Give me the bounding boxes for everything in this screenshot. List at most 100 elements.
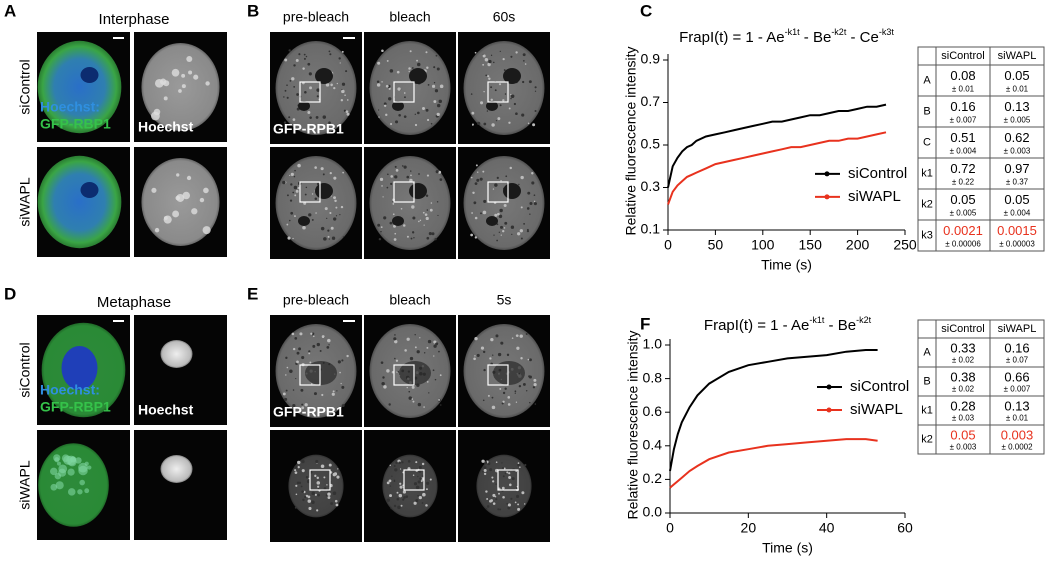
speckle <box>378 237 382 241</box>
speckle <box>507 396 511 399</box>
speckle <box>503 467 506 470</box>
speckle <box>320 167 324 171</box>
bleach-roi <box>393 181 415 203</box>
speckle <box>490 98 493 101</box>
speckle <box>481 459 485 463</box>
row-label: siWAPL <box>17 177 33 226</box>
speckle <box>334 199 337 203</box>
stain-label: Hoechst: <box>40 382 100 398</box>
speckle <box>491 476 494 479</box>
speckle <box>305 476 309 479</box>
speckle <box>330 226 334 230</box>
cell-error: ± 0.003 <box>950 443 977 452</box>
speckle <box>288 49 291 52</box>
cell-value: 0.05 <box>1004 192 1029 207</box>
micrograph <box>134 315 227 425</box>
speckle <box>499 50 501 53</box>
chromatin <box>305 361 337 385</box>
speckle <box>401 461 404 464</box>
bleach-roi <box>393 364 415 386</box>
title-superscript: -k3t <box>879 27 895 37</box>
speckle <box>303 57 306 60</box>
speckle <box>532 123 536 127</box>
speckle <box>286 366 289 369</box>
cell-value: 0.51 <box>950 130 975 145</box>
speckle <box>397 505 401 510</box>
speckle <box>282 392 286 396</box>
speckle <box>311 332 315 335</box>
legend-marker <box>826 384 832 390</box>
nucleolus <box>80 67 99 83</box>
speckle <box>433 66 436 69</box>
speckle <box>340 205 344 209</box>
speckle <box>531 172 534 175</box>
speckle <box>408 70 410 73</box>
chromatin <box>87 465 92 470</box>
spot <box>181 84 186 89</box>
speckle <box>503 69 506 71</box>
y-tick-label: 0.2 <box>643 470 663 486</box>
speckle <box>378 116 380 118</box>
speckle <box>341 385 345 389</box>
speckle <box>508 121 511 124</box>
speckle <box>293 85 296 88</box>
speckle <box>283 96 285 98</box>
panel-label: C <box>640 1 652 20</box>
speckle <box>403 115 407 118</box>
speckle <box>316 95 319 98</box>
speckle <box>294 506 297 509</box>
speckle <box>492 61 495 64</box>
speckle <box>526 207 530 210</box>
nucleolus <box>486 216 498 226</box>
speckle <box>427 84 430 86</box>
speckle <box>476 353 480 357</box>
y-tick-label: 0.3 <box>641 178 661 194</box>
speckle <box>414 123 418 127</box>
speckle <box>486 507 488 510</box>
speckle <box>474 216 478 220</box>
cell-error: ± 0.007 <box>1004 385 1031 394</box>
speckle <box>439 374 442 377</box>
speckle <box>529 358 532 362</box>
speckle <box>500 234 502 236</box>
row-name: k1 <box>921 167 933 179</box>
speckle <box>389 464 392 467</box>
speckle <box>499 508 502 511</box>
title-part: - Be <box>824 317 856 334</box>
nucleolus <box>409 68 427 84</box>
speckle <box>294 465 298 469</box>
nucleolus <box>409 183 427 199</box>
speckle <box>403 92 406 94</box>
speckle <box>295 377 297 380</box>
speckle <box>311 500 315 505</box>
speckle <box>519 334 523 338</box>
speckle <box>400 504 403 507</box>
speckle <box>389 485 392 487</box>
speckle <box>425 504 428 507</box>
speckle <box>393 479 396 481</box>
spot <box>150 111 160 121</box>
speckle <box>390 175 394 178</box>
speckle <box>393 224 397 228</box>
table-header: siWAPL <box>998 50 1037 62</box>
speckle <box>286 194 289 197</box>
speckle <box>502 230 505 233</box>
speckle <box>329 171 332 175</box>
speckle <box>411 205 415 209</box>
speckle <box>433 82 436 84</box>
speckle <box>429 208 433 212</box>
speckle <box>470 233 474 237</box>
speckle <box>526 228 529 231</box>
speckle <box>380 361 384 364</box>
x-tick-label: 40 <box>819 520 835 536</box>
speckle <box>426 381 429 383</box>
speckle <box>327 496 331 500</box>
speckle <box>297 465 300 469</box>
speckle <box>480 101 484 105</box>
bleach-roi <box>487 181 509 203</box>
speckle <box>307 495 311 499</box>
speckle <box>328 238 330 240</box>
chromatin <box>50 467 58 476</box>
speckle <box>418 220 420 223</box>
speckle <box>294 169 296 172</box>
